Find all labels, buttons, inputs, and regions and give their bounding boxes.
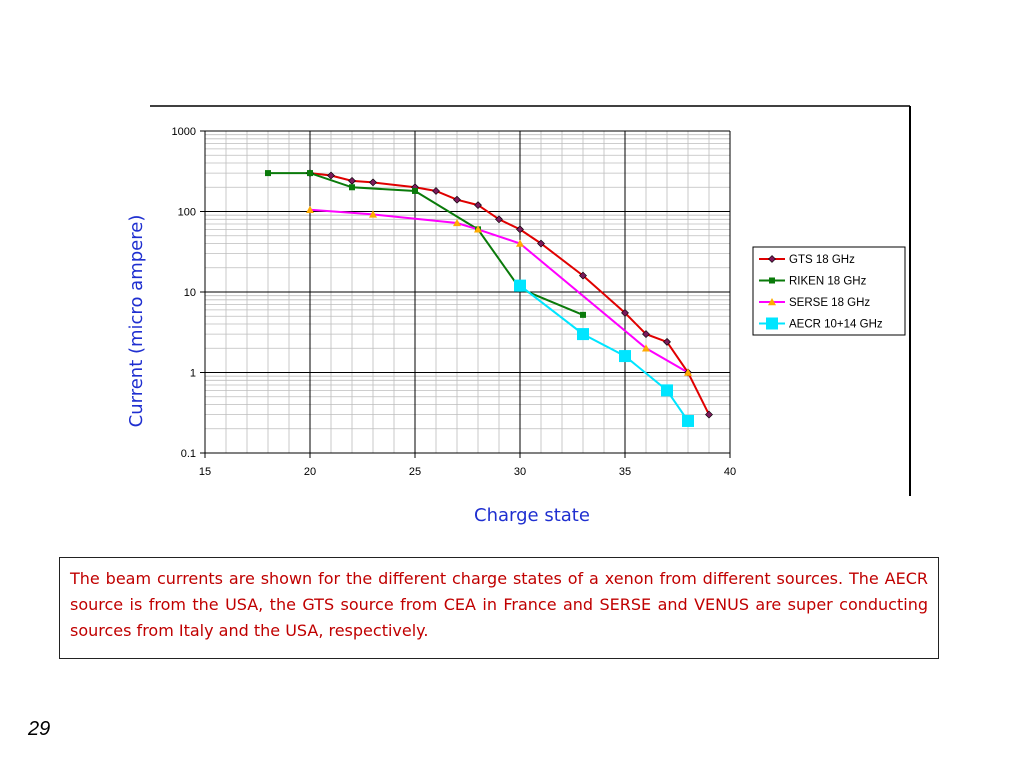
y-axis-title: Current (micro ampere) (126, 215, 147, 428)
data-point-diamond (327, 171, 335, 180)
data-point-diamond (495, 215, 503, 224)
x-tick-label: 40 (724, 466, 736, 478)
legend-label: SERSE 18 GHz (789, 297, 870, 309)
caption-box: The beam currents are shown for the diff… (59, 557, 939, 659)
data-point-square (412, 187, 418, 194)
legend-label: RIKEN 18 GHz (789, 276, 867, 288)
data-point-diamond (453, 195, 461, 204)
data-point-diamond (705, 410, 713, 419)
data-point-diamond (432, 187, 440, 195)
data-point-big-square (661, 384, 673, 397)
data-point-square (769, 277, 775, 284)
data-point-diamond (642, 330, 650, 339)
data-point-triangle (768, 298, 776, 306)
x-tick-label: 15 (199, 466, 211, 478)
y-tick-label: 0.1 (181, 448, 196, 460)
data-point-square (265, 170, 271, 177)
data-point-diamond (474, 201, 482, 210)
data-point-diamond (768, 255, 776, 263)
legend-label: AECR 10+14 GHz (789, 319, 883, 331)
x-tick-label: 30 (514, 466, 526, 478)
page-number: 29 (28, 718, 51, 740)
data-point-triangle (642, 344, 650, 352)
x-axis-title: Charge state (474, 505, 590, 526)
x-tick-label: 35 (619, 466, 631, 478)
x-tick-label: 25 (409, 466, 421, 478)
data-point-big-square (766, 317, 778, 330)
y-tick-label: 1000 (172, 126, 196, 138)
axes: 15 20 25 30 35 40 0.1 1 10 100 1000 (172, 126, 737, 478)
y-tick-label: 10 (184, 287, 196, 299)
data-point-triangle (306, 205, 314, 213)
y-tick-label: 1 (190, 368, 196, 380)
data-point-square (307, 170, 313, 177)
legend: GTS 18 GHz RIKEN 18 GHz SERSE 18 GHz AECR 1… (752, 246, 906, 336)
data-point-big-square (619, 350, 631, 363)
data-point-diamond (516, 225, 524, 234)
data-point-big-square (514, 279, 526, 292)
series-line (268, 172, 584, 316)
data-point-square (580, 311, 586, 318)
data-point-triangle (474, 225, 482, 233)
legend-label: GTS 18 GHz (789, 254, 855, 266)
data-point-square (349, 184, 355, 191)
legend-box (752, 246, 906, 336)
data-point-diamond (369, 178, 377, 187)
y-tick-label: 100 (178, 207, 196, 219)
data-point-triangle (369, 210, 377, 218)
data-point-diamond (663, 337, 671, 346)
data-point-big-square (577, 328, 589, 341)
data-point-triangle (684, 368, 692, 376)
caption-text: The beam currents are shown for the diff… (70, 569, 928, 640)
grid (205, 130, 731, 453)
data-point-diamond (348, 176, 356, 185)
series-group (265, 169, 713, 427)
data-point-diamond (621, 308, 629, 317)
data-point-diamond (537, 239, 545, 248)
data-point-big-square (682, 414, 694, 427)
data-point-triangle (453, 218, 461, 227)
series-line (309, 172, 710, 416)
x-tick-label: 20 (304, 466, 316, 478)
data-point-diamond (579, 271, 587, 280)
data-point-triangle (516, 239, 524, 247)
